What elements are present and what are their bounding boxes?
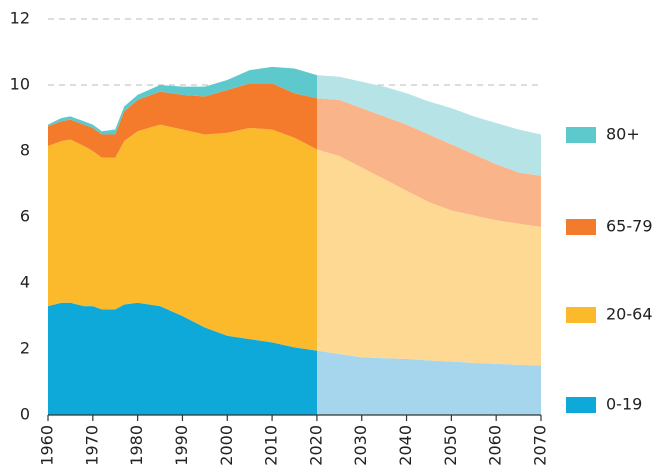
x-tick-label: 2000 [217,425,236,466]
legend-label: 65-79 [606,217,653,236]
x-tick-label: 2040 [396,425,415,466]
x-tick-label: 2030 [351,425,370,466]
y-tick-label: 2 [20,339,30,358]
x-tick-label: 2010 [262,425,281,466]
legend-label: 80+ [606,125,640,144]
y-tick-label: 4 [20,273,30,292]
legend-swatch [566,397,596,413]
x-tick-label: 1980 [127,425,146,466]
y-tick-label: 6 [20,207,30,226]
x-tick-label: 2060 [486,425,505,466]
area [48,302,541,415]
x-tick-label: 1960 [38,425,57,466]
area [48,66,541,176]
y-tick-label: 12 [10,9,30,28]
area [48,83,541,227]
y-tick-label: 10 [10,75,30,94]
x-tick-label: 1990 [172,425,191,466]
legend-swatch [566,127,596,143]
x-tick-label: 2020 [306,425,325,466]
legend-label: 20-64 [606,305,653,324]
x-tick-label: 1970 [82,425,101,466]
legend-swatch [566,219,596,235]
legend-swatch [566,307,596,323]
area [48,124,541,366]
x-tick-label: 2050 [441,425,460,466]
x-tick-label: 2070 [531,425,550,466]
y-tick-label: 0 [20,405,30,424]
legend-label: 0-19 [606,395,642,414]
y-tick-label: 8 [20,141,30,160]
